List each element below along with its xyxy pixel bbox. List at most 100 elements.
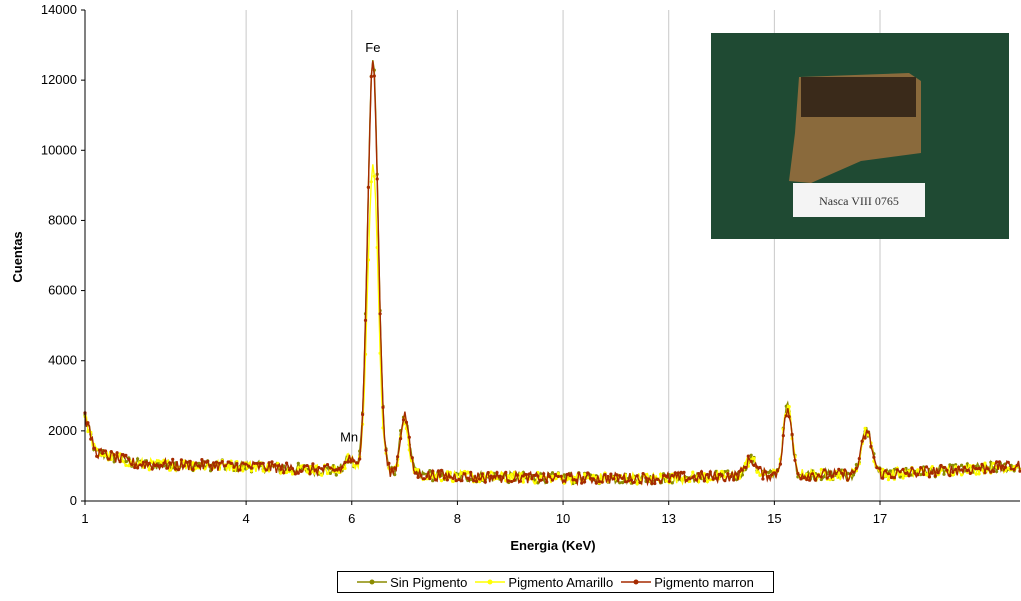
data-point [311, 462, 315, 466]
data-point [118, 460, 122, 464]
data-point [872, 455, 876, 459]
x-tick-label: 8 [454, 511, 461, 526]
data-point [150, 460, 154, 464]
data-point [574, 476, 578, 480]
data-point [375, 177, 379, 181]
x-tick-label: 1 [81, 511, 88, 526]
data-point [720, 469, 724, 473]
data-point [369, 180, 373, 184]
data-point [591, 473, 596, 477]
data-point [778, 462, 783, 466]
data-point [1000, 464, 1005, 468]
data-point [390, 467, 394, 471]
data-point [206, 459, 210, 463]
annotation-fe: Fe [365, 40, 380, 55]
data-point [363, 318, 368, 322]
data-point [697, 472, 701, 476]
data-point [457, 477, 461, 481]
data-point [691, 470, 695, 474]
x-axis-title: Energia (KeV) [510, 538, 595, 553]
data-point [229, 461, 233, 465]
annotation-mn: Mn [340, 429, 358, 444]
y-tick-label: 0 [70, 493, 77, 508]
data-point [758, 465, 762, 470]
data-point [232, 465, 236, 469]
data-point [764, 470, 768, 474]
data-point [194, 461, 198, 465]
annotations: Fe Mn [340, 40, 380, 444]
data-point [656, 477, 660, 481]
legend-marker [357, 579, 388, 585]
data-point [89, 437, 93, 441]
data-point [723, 475, 727, 479]
data-point [416, 468, 420, 472]
data-point [442, 476, 446, 480]
data-point [136, 457, 140, 461]
data-point [361, 412, 365, 417]
data-point [214, 460, 219, 464]
data-point [895, 468, 899, 472]
data-point [536, 474, 540, 478]
data-point [431, 469, 435, 473]
data-point [904, 471, 908, 475]
data-point [533, 481, 537, 485]
data-point [550, 478, 555, 482]
data-point [980, 462, 984, 466]
data-point [922, 472, 926, 477]
data-point [261, 461, 265, 465]
data-point [995, 460, 999, 464]
data-point [618, 474, 622, 478]
data-point [755, 470, 759, 474]
data-point [889, 475, 894, 480]
data-point [775, 469, 780, 473]
data-point [436, 469, 441, 473]
data-point [875, 466, 879, 470]
data-point [942, 472, 946, 476]
data-point [328, 471, 332, 475]
data-point [176, 468, 181, 472]
data-point [974, 466, 978, 471]
data-point [1006, 460, 1010, 464]
data-point [308, 472, 312, 476]
data-point [489, 470, 493, 474]
data-point [188, 459, 192, 463]
data-point [413, 467, 417, 471]
data-point [732, 478, 736, 482]
data-point [837, 467, 841, 471]
data-point [384, 448, 388, 452]
data-point [138, 463, 143, 467]
data-point [451, 479, 455, 484]
data-point [954, 467, 958, 471]
x-tick-label: 17 [873, 511, 887, 526]
x-tick-label: 15 [767, 511, 781, 526]
data-point [375, 245, 379, 250]
data-point [740, 468, 745, 472]
data-point [1015, 463, 1019, 467]
data-point [983, 461, 987, 465]
data-point [159, 460, 163, 464]
legend: Sin Pigmento Pigmento Amarillo Pigmento ma… [337, 571, 774, 593]
data-point [884, 469, 888, 473]
data-point [337, 466, 341, 471]
data-point [688, 479, 692, 483]
data-point [957, 465, 961, 469]
data-point [1006, 466, 1010, 470]
data-point [507, 479, 511, 483]
data-point [434, 478, 438, 482]
data-point [851, 470, 856, 474]
data-point [352, 464, 356, 468]
data-point [396, 455, 400, 459]
data-point [1009, 467, 1013, 471]
data-point [846, 478, 850, 482]
data-point [960, 473, 964, 477]
data-point [667, 479, 672, 484]
data-point [542, 472, 546, 476]
data-point [825, 476, 829, 480]
data-point [267, 461, 271, 465]
data-point [109, 450, 113, 454]
data-point [515, 473, 520, 477]
data-point [749, 453, 753, 457]
data-point [705, 472, 710, 477]
data-point [553, 472, 558, 477]
data-point [480, 472, 484, 476]
